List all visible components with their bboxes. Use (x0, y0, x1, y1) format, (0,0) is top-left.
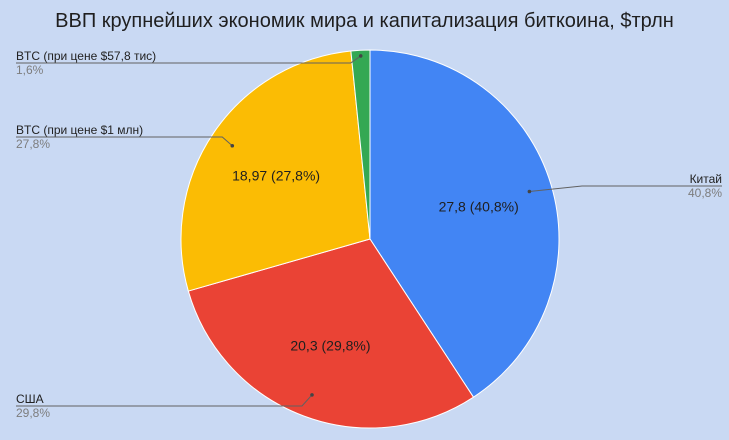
pie-slice-4 (350, 49, 371, 240)
callout-line-3 (16, 136, 233, 147)
slice-value-label-2: 20,3 (29,8%) (290, 337, 370, 353)
callout-name-2: США (16, 392, 44, 406)
callout-dot-3 (230, 143, 235, 148)
slice-value-label-3: 18,97 (27,8%) (232, 167, 320, 183)
callout-name-4: BTC (при цене $57,8 тис) (16, 49, 156, 63)
callout-dot-1 (527, 189, 532, 194)
chart-title: ВВП крупнейших экономик мира и капитализ… (55, 10, 674, 32)
callout-dot-4 (358, 54, 363, 58)
callout-name-3: BTC (при цене $1 млн) (16, 123, 143, 137)
callout-line-4 (16, 55, 361, 64)
callout-line-1 (529, 185, 722, 192)
callout-percent-1: 40,8% (688, 186, 722, 200)
callout-percent-2: 29,8% (16, 406, 50, 420)
callout-percent-4: 1,6% (16, 63, 44, 77)
callout-line-2 (16, 394, 313, 407)
pie-slice-2 (187, 238, 475, 429)
slice-value-label-1: 27,8 (40,8%) (439, 199, 519, 215)
callout-percent-3: 27,8% (16, 137, 50, 151)
callout-name-1: Китай (690, 172, 722, 186)
pie-slice-3 (180, 50, 371, 292)
callout-dot-2 (310, 393, 314, 397)
